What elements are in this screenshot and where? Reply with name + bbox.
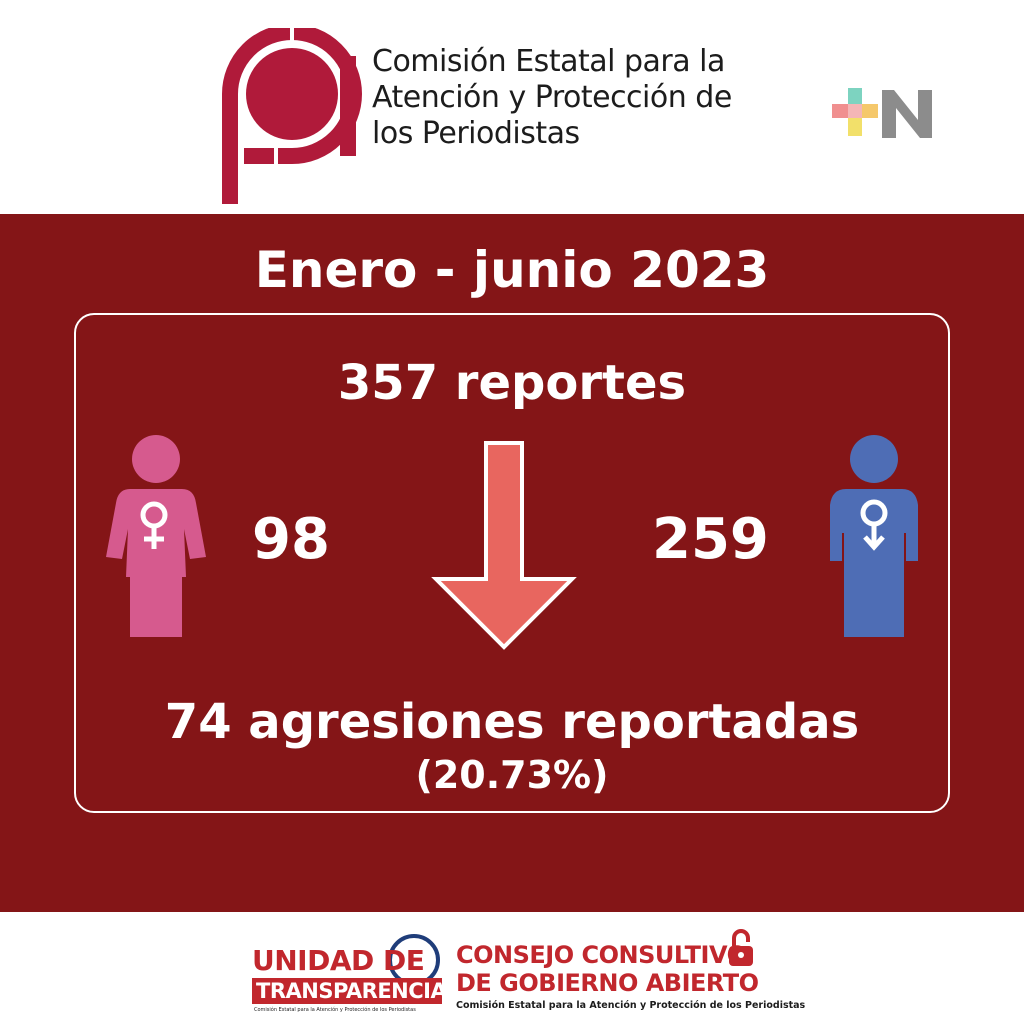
council-subtitle: Comisión Estatal para la Atención y Prot… bbox=[456, 1000, 806, 1011]
organization-name-line-1: Comisión Estatal para la bbox=[372, 44, 725, 79]
arrow-down-icon bbox=[431, 441, 577, 650]
footer: UNIDAD DE TRANSPARENCIA Comisión Estatal… bbox=[0, 912, 1024, 1024]
transparency-subtitle: Comisión Estatal para la Atención y Prot… bbox=[254, 1007, 416, 1013]
women-count: 98 bbox=[252, 507, 330, 572]
padlock-icon bbox=[729, 929, 753, 966]
council-line-1: CONSEJO CONSULTIVO bbox=[456, 941, 747, 969]
transparency-bar bbox=[252, 978, 442, 1004]
council-logo: CONSEJO CONSULTIVO DE GOBIERNO ABIERTO C… bbox=[456, 929, 805, 1020]
ceapp-logo bbox=[222, 28, 362, 204]
council-line-2: DE GOBIERNO ABIERTO bbox=[456, 969, 759, 997]
organization-name-line-3: los Periodistas bbox=[372, 116, 580, 151]
men-count: 259 bbox=[652, 507, 769, 572]
period-title: Enero - junio 2023 bbox=[254, 241, 770, 299]
woman-icon bbox=[106, 435, 206, 637]
aggressions-percentage: (20.73%) bbox=[415, 753, 609, 797]
transparency-line-2: TRANSPARENCIA bbox=[256, 979, 447, 1003]
aggressions-reported: 74 agresiones reportadas bbox=[164, 694, 860, 750]
statistics-panel: Enero - junio 2023 357 reportes 98 259 7… bbox=[0, 214, 1024, 912]
organization-name-line-2: Atención y Protección de bbox=[372, 80, 732, 115]
statistics-frame: 357 reportes 98 259 74 agresiones report… bbox=[74, 313, 950, 813]
transparency-line-1: UNIDAD DE bbox=[252, 944, 425, 977]
organization-name: Comisión Estatal para la Atención y Prot… bbox=[372, 44, 802, 152]
transparency-unit-logo: UNIDAD DE TRANSPARENCIA Comisión Estatal… bbox=[252, 934, 447, 1018]
man-icon bbox=[830, 435, 918, 637]
total-reports: 357 reportes bbox=[337, 355, 687, 411]
mas-noticias-logo bbox=[832, 88, 932, 138]
header: Comisión Estatal para la Atención y Prot… bbox=[0, 0, 1024, 214]
